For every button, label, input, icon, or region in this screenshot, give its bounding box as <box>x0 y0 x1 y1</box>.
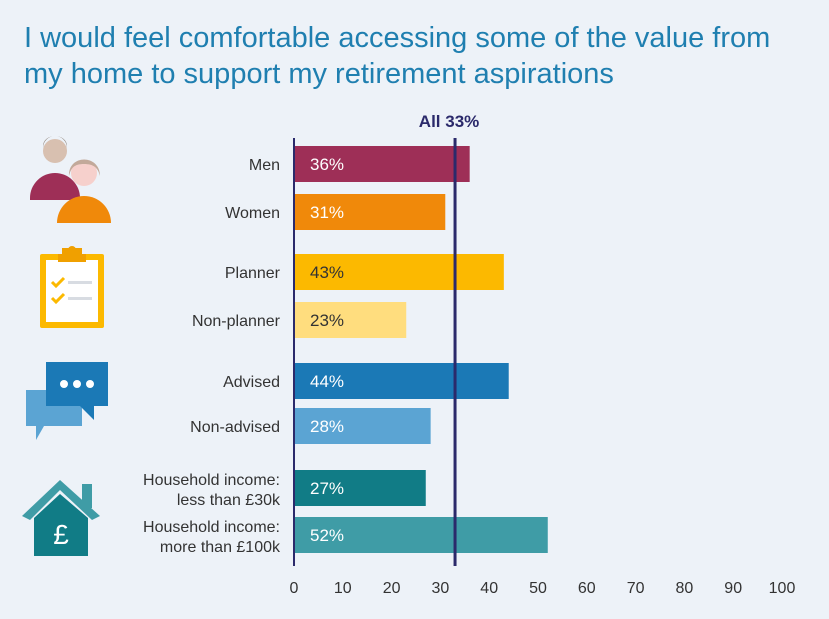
data-label: 43% <box>310 263 344 282</box>
x-tick-label: 20 <box>383 580 401 597</box>
x-tick-label: 80 <box>676 580 694 597</box>
category-label: Advised <box>223 374 280 391</box>
bar <box>295 302 407 338</box>
data-label: 31% <box>310 203 344 222</box>
x-tick-label: 40 <box>480 580 498 597</box>
x-tick-label: 30 <box>432 580 450 597</box>
data-label: 52% <box>310 526 344 545</box>
data-label: 23% <box>310 311 344 330</box>
x-tick-label: 0 <box>290 580 299 597</box>
data-label: 28% <box>310 417 344 436</box>
chart-title: I would feel comfortable accessing some … <box>24 22 771 90</box>
category-label: Non-advised <box>190 419 280 436</box>
bar <box>295 363 509 399</box>
category-label: Household income: less than £30k <box>143 472 281 509</box>
bar <box>295 146 470 182</box>
x-tick-label: 50 <box>529 580 547 597</box>
bar <box>295 470 426 506</box>
x-tick-label: 100 <box>769 580 796 597</box>
bar <box>295 254 504 290</box>
x-tick-label: 60 <box>578 580 596 597</box>
reference-line-label: All 33% <box>419 112 479 131</box>
bar <box>295 517 548 553</box>
category-label: Planner <box>225 265 281 282</box>
category-label: Men <box>249 157 280 174</box>
data-label: 36% <box>310 155 344 174</box>
x-tick-label: 10 <box>334 580 352 597</box>
bar <box>295 408 431 444</box>
category-label: Women <box>225 205 280 222</box>
speech-bubbles-icon <box>26 362 108 440</box>
svg-text:£: £ <box>53 519 69 550</box>
bar <box>295 194 446 230</box>
category-label: Non-planner <box>192 313 281 330</box>
x-tick-label: 90 <box>724 580 742 597</box>
data-label: 44% <box>310 372 344 391</box>
clipboard-checklist-icon <box>40 246 104 328</box>
category-label: Household income: more than £100k <box>143 519 281 556</box>
data-label: 27% <box>310 479 344 498</box>
x-tick-label: 70 <box>627 580 645 597</box>
house-pound-icon: £ <box>22 480 100 556</box>
people-icon <box>30 136 111 223</box>
